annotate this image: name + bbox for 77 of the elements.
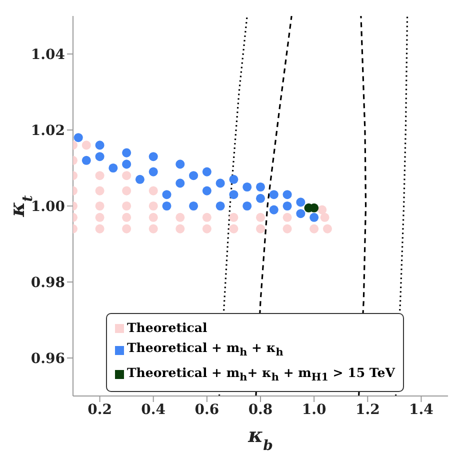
point xyxy=(82,156,91,165)
y-tick-label: 1.02 xyxy=(30,122,65,139)
x-tick-label: 0.2 xyxy=(88,402,112,418)
y-tick-label: 1.04 xyxy=(30,46,66,63)
point xyxy=(229,190,238,200)
point xyxy=(122,148,132,158)
legend-label: Theoretical xyxy=(127,319,208,337)
point xyxy=(148,186,158,196)
legend-label: Theoretical + m$_{h}$ + κ$_{h}$ xyxy=(127,339,284,360)
legend-label: Theoretical + m$_{h}$+ κ$_{h}$ + m$_{H1}$ > 15 TeV xyxy=(127,364,395,385)
point xyxy=(95,152,104,162)
point xyxy=(74,133,83,142)
point xyxy=(148,212,158,222)
point xyxy=(256,194,266,203)
x-tick-label: 0.4 xyxy=(141,402,166,418)
point xyxy=(216,201,225,211)
point xyxy=(202,224,212,234)
point xyxy=(310,224,319,234)
point xyxy=(282,201,292,211)
point xyxy=(176,224,185,234)
point xyxy=(148,224,158,234)
point xyxy=(162,190,172,200)
x-tick-label: 1.0 xyxy=(302,402,327,418)
point xyxy=(229,174,238,184)
point xyxy=(256,224,266,234)
x-axis-title: κ$_{b}$ xyxy=(247,423,274,454)
point xyxy=(229,224,238,234)
point xyxy=(176,160,185,169)
y-tick-label: 0.96 xyxy=(30,350,65,367)
x-tick-label: 1.2 xyxy=(355,402,380,418)
point xyxy=(216,178,225,188)
point xyxy=(148,152,158,162)
point xyxy=(202,212,212,222)
point xyxy=(189,171,198,180)
point xyxy=(256,182,266,192)
point xyxy=(269,190,278,200)
point xyxy=(122,160,132,169)
point xyxy=(282,212,292,222)
point xyxy=(82,140,91,150)
point xyxy=(95,140,104,150)
point xyxy=(135,174,144,184)
point xyxy=(256,212,266,222)
point xyxy=(229,212,238,222)
point xyxy=(148,167,158,176)
x-tick-label: 0.6 xyxy=(194,402,220,418)
point xyxy=(162,201,172,211)
point xyxy=(189,201,198,211)
point xyxy=(282,190,292,200)
point xyxy=(242,182,252,192)
point xyxy=(242,201,252,211)
point xyxy=(122,201,132,211)
point xyxy=(322,224,332,234)
point xyxy=(282,224,292,234)
point xyxy=(122,224,132,234)
point xyxy=(176,212,185,222)
point xyxy=(296,198,306,207)
point xyxy=(202,186,212,196)
point xyxy=(296,209,306,218)
point xyxy=(318,205,327,214)
y-tick-label: 0.98 xyxy=(30,274,65,291)
point xyxy=(95,201,104,211)
point xyxy=(202,167,212,176)
point xyxy=(95,224,104,234)
point xyxy=(122,171,132,180)
point xyxy=(176,178,185,188)
point xyxy=(269,205,278,214)
point xyxy=(95,171,104,180)
point xyxy=(310,212,319,222)
point xyxy=(95,212,104,222)
point xyxy=(95,186,104,196)
point xyxy=(108,163,118,173)
point xyxy=(122,186,132,196)
point xyxy=(320,212,330,222)
point xyxy=(148,201,158,211)
x-tick-label: 0.8 xyxy=(248,402,273,418)
x-tick-label: 1.4 xyxy=(409,402,434,418)
point xyxy=(122,212,132,222)
